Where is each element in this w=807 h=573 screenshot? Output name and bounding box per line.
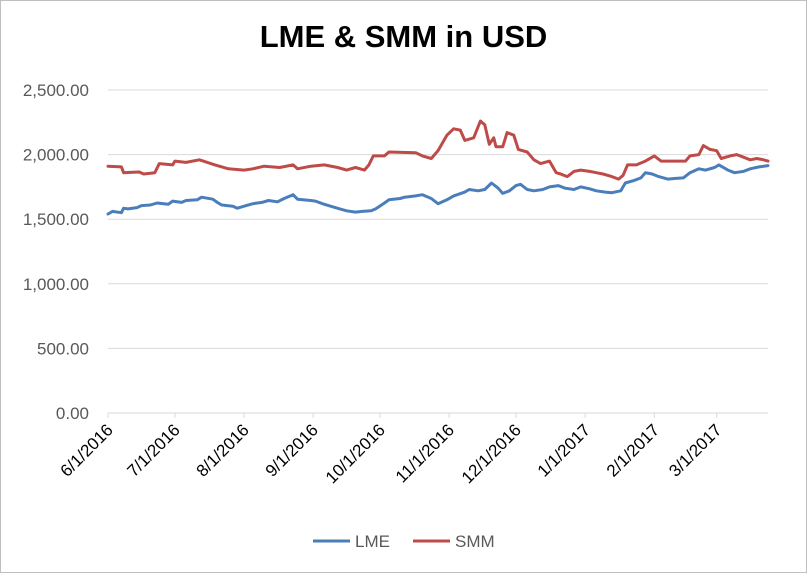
chart-title: LME & SMM in USD bbox=[259, 19, 548, 54]
x-tick-label: 6/1/2016 bbox=[57, 420, 117, 480]
gridlines bbox=[107, 89, 768, 418]
x-tick-label: 3/1/2017 bbox=[665, 420, 725, 480]
x-tick-label: 1/1/2017 bbox=[534, 420, 594, 480]
x-tick-label: 12/1/2016 bbox=[458, 420, 525, 487]
series-line-smm bbox=[106, 119, 770, 181]
x-tick-label: 9/1/2016 bbox=[262, 420, 322, 480]
x-tick-label: 8/1/2016 bbox=[193, 420, 253, 480]
x-tick-label: 2/1/2017 bbox=[603, 420, 663, 480]
y-tick-label: 0.00 bbox=[56, 404, 89, 423]
y-tick-label: 2,000.00 bbox=[23, 146, 89, 165]
y-tick-label: 1,500.00 bbox=[23, 210, 89, 229]
series-line-lme bbox=[106, 163, 770, 216]
x-tick-label: 7/1/2016 bbox=[123, 420, 183, 480]
legend-label-lme: LME bbox=[355, 532, 390, 551]
legend-label-smm: SMM bbox=[455, 532, 495, 551]
x-axis-tick-labels: 6/1/2016 7/1/2016 8/1/2016 9/1/2016 10/1/201… bbox=[57, 420, 726, 487]
series-lines bbox=[106, 119, 770, 216]
y-axis-tick-labels: 0.00 500.00 1,000.00 1,500.00 2,000.00 2,500.… bbox=[23, 81, 89, 423]
x-tick-label: 10/1/2016 bbox=[322, 420, 389, 487]
legend: LME SMM bbox=[313, 532, 495, 551]
y-tick-label: 500.00 bbox=[37, 339, 89, 358]
y-tick-label: 2,500.00 bbox=[23, 81, 89, 100]
x-tick-label: 11/1/2016 bbox=[392, 420, 458, 486]
y-tick-label: 1,000.00 bbox=[23, 275, 89, 294]
